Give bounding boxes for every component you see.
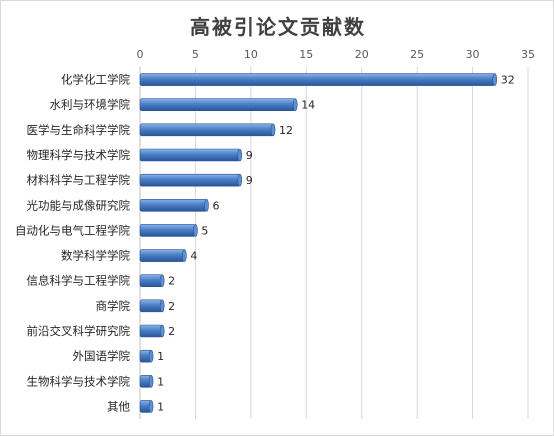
category-label: 光功能与成像研究院 <box>27 198 131 212</box>
bar-end-cap <box>292 98 298 112</box>
chart-title: 高被引论文贡献数 <box>190 15 366 39</box>
category-label: 物理科学与技术学院 <box>27 148 131 162</box>
bar-end-cap <box>492 73 498 86</box>
x-tick-label: 0 <box>137 48 144 61</box>
bar <box>139 173 241 187</box>
x-tick-label: 5 <box>192 48 199 61</box>
bar <box>139 123 274 137</box>
category-label: 医学与生命科学学院 <box>27 123 131 137</box>
data-label: 2 <box>168 325 175 338</box>
category-label: 商学院 <box>96 299 131 313</box>
category-label: 化学化工学院 <box>61 73 130 87</box>
bar <box>139 274 163 288</box>
data-label: 12 <box>279 124 293 137</box>
bar <box>139 73 496 86</box>
bar-end-cap <box>237 148 243 162</box>
x-tick-label: 30 <box>466 48 480 61</box>
data-label: 5 <box>201 224 208 237</box>
category-label: 数学科学学院 <box>61 249 130 263</box>
bar-end-cap <box>148 374 154 388</box>
x-tick-label: 20 <box>355 48 369 61</box>
bar-end-cap <box>182 249 187 262</box>
data-label: 6 <box>213 199 220 212</box>
category-label: 材料科学与工程学院 <box>27 173 131 187</box>
bar-end-cap <box>270 123 276 137</box>
bar-end-cap <box>237 173 243 187</box>
data-label: 4 <box>190 250 197 263</box>
data-label: 1 <box>157 400 164 413</box>
bar <box>139 148 241 162</box>
category-label: 前沿交叉科学研究院 <box>27 324 131 338</box>
bar <box>139 299 163 313</box>
category-label: 生物科学与技术学院 <box>27 374 131 388</box>
x-tick-label: 10 <box>244 48 258 61</box>
bar <box>139 324 163 338</box>
category-label: 信息科学与工程学院 <box>27 274 131 288</box>
bar <box>139 249 185 262</box>
category-label: 外国语学院 <box>73 349 131 363</box>
data-label: 1 <box>157 350 164 363</box>
data-label: 2 <box>168 300 175 313</box>
category-label: 其他 <box>107 399 130 413</box>
bar <box>139 198 207 212</box>
data-label: 2 <box>168 275 175 288</box>
data-label: 1 <box>157 375 164 388</box>
data-label: 32 <box>501 74 515 87</box>
bar-end-cap <box>148 349 154 363</box>
category-label: 自动化与电气工程学院 <box>15 223 130 237</box>
bar <box>139 98 296 112</box>
x-tick-label: 25 <box>410 48 424 61</box>
data-label: 9 <box>246 174 253 187</box>
category-label: 水利与环境学院 <box>50 98 131 112</box>
data-label: 9 <box>246 149 253 162</box>
bar-end-cap <box>159 324 165 338</box>
bar-end-cap <box>193 224 198 237</box>
x-tick-label: 35 <box>521 48 535 61</box>
data-label: 14 <box>301 99 315 112</box>
bar-end-cap <box>148 400 154 413</box>
bar <box>139 224 196 237</box>
bar-end-cap <box>159 299 165 313</box>
bar-end-cap <box>204 198 209 212</box>
bar-end-cap <box>159 274 165 288</box>
x-tick-label: 15 <box>299 48 313 61</box>
